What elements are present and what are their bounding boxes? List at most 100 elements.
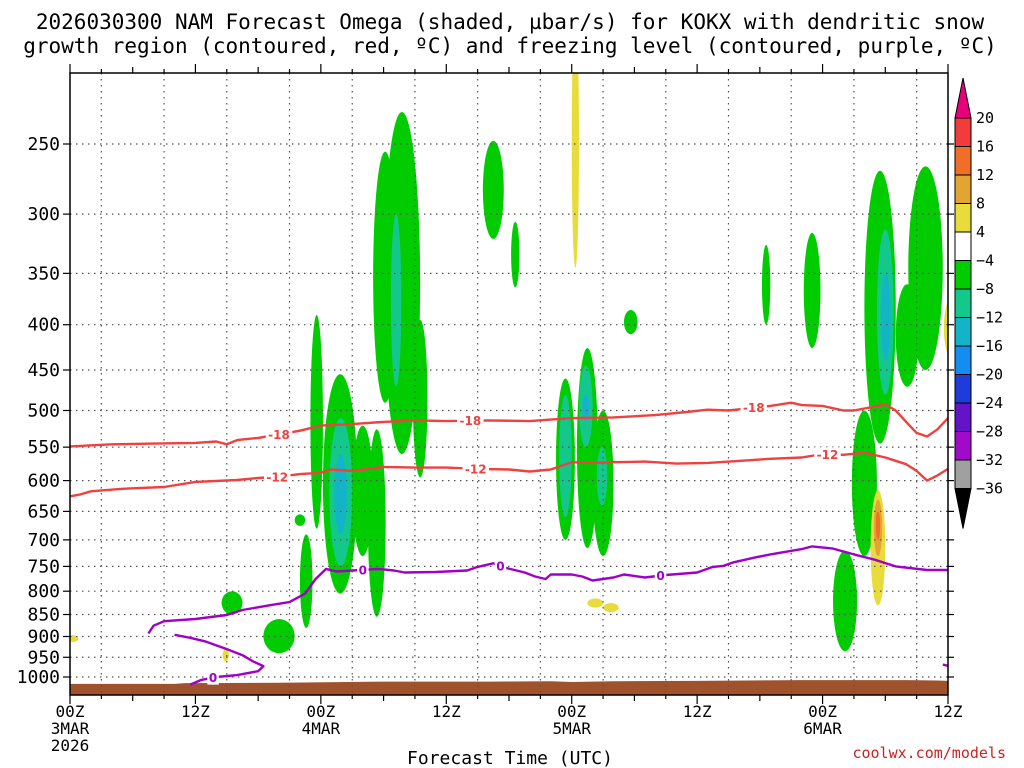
x-tick-label: 3MAR: [51, 719, 90, 738]
x-tick-label: 12Z: [181, 702, 210, 721]
x-tick-label: 12Z: [683, 702, 712, 721]
x-tick-label: 00Z: [56, 702, 85, 721]
omega-region: [263, 619, 295, 654]
contour-label-bg: [207, 670, 219, 685]
omega-region: [943, 300, 948, 356]
x-tick-label: 2026: [51, 736, 90, 755]
contour-label: 0: [209, 671, 217, 685]
omega-region: [310, 314, 323, 529]
x-tick-label: 6MAR: [803, 719, 842, 738]
omega-region: [367, 429, 386, 617]
colorbar-swatch: [954, 203, 972, 233]
contour-line: [70, 401, 948, 448]
contour-label-bg: [457, 413, 484, 428]
x-axis-title: Forecast Time (UTC): [407, 748, 613, 768]
y-tick-label: 400: [27, 315, 60, 336]
colorbar-swatch: [954, 231, 972, 261]
y-tick-label: 900: [27, 626, 60, 647]
y-tick-label: 700: [27, 530, 60, 551]
contour-label: 0: [496, 560, 504, 574]
contour-label-bg: [462, 461, 490, 476]
x-tick-label: 00Z: [808, 702, 837, 721]
y-tick-label: 450: [27, 360, 60, 381]
contour-label-bg: [264, 469, 291, 484]
colorbar-swatch: [954, 431, 972, 461]
omega-region: [352, 425, 374, 557]
colorbar-label: −16: [976, 337, 1003, 355]
colorbar-label: 16: [976, 138, 994, 156]
colorbar-swatch: [954, 402, 972, 432]
x-tick-label: 00Z: [557, 702, 586, 721]
omega-region: [761, 244, 771, 325]
omega-region: [803, 232, 821, 349]
contour-label-bg: [357, 562, 369, 577]
plot-frame: [69, 72, 949, 696]
colorbar-label: −32: [976, 451, 1003, 469]
contour-label: -18: [459, 414, 481, 428]
contour-label-bg: [814, 447, 841, 462]
omega-region: [908, 166, 943, 370]
colorbar-label: −28: [976, 423, 1003, 441]
colorbar-label: 20: [976, 109, 994, 127]
omega-region: [482, 140, 504, 239]
omega-region: [299, 534, 313, 628]
y-tick-label: 350: [27, 263, 60, 284]
colorbar-swatch: [954, 317, 972, 347]
y-tick-label: 550: [27, 437, 60, 458]
omega-region: [390, 214, 402, 387]
contour-line: [147, 545, 948, 635]
colorbar-label: 12: [976, 166, 994, 184]
x-tick-label: 12Z: [934, 702, 963, 721]
colorbar-swatch: [954, 117, 972, 147]
contour-label: 0: [656, 569, 664, 583]
x-tick-label: 4MAR: [302, 719, 341, 738]
omega-region: [294, 514, 306, 526]
colorbar-label: 4: [976, 223, 985, 241]
omega-region: [833, 550, 858, 652]
contour-line: [942, 663, 948, 668]
colorbar-label: −20: [976, 366, 1003, 384]
omega-region: [511, 221, 520, 288]
source-credit: coolwx.com/models: [852, 744, 1006, 762]
colorbar-cap-top: [954, 77, 972, 119]
omega-region: [571, 73, 580, 268]
y-tick-label: 1000: [17, 667, 60, 688]
colorbar-label: 8: [976, 195, 985, 213]
colorbar-swatch: [954, 459, 972, 489]
y-tick-label: 800: [27, 581, 60, 602]
contour-label: -12: [266, 470, 288, 484]
colorbar-swatch: [954, 345, 972, 375]
omega-region: [881, 273, 891, 362]
contour-label-bg: [740, 400, 767, 415]
omega-region: [222, 649, 229, 662]
omega-region: [587, 598, 604, 608]
omega-region: [221, 591, 243, 615]
colorbar-cap-bottom: [954, 488, 972, 529]
colorbar-swatch: [954, 288, 972, 318]
omega-region: [875, 511, 881, 540]
y-tick-label: 250: [27, 134, 60, 155]
omega-region: [383, 111, 421, 455]
omega-region: [334, 454, 347, 535]
x-tick-label: 12Z: [432, 702, 461, 721]
y-tick-label: 950: [27, 647, 60, 668]
contour-label-bg: [494, 559, 507, 574]
omega-region: [412, 319, 428, 478]
omega-region: [559, 394, 572, 518]
y-tick-label: 500: [27, 401, 60, 422]
omega-colorbar: 20 16 12 8 4 −4 −8 −12 −16 −20 −24 −28 −32 −36: [954, 77, 1003, 529]
colorbar-label: −36: [976, 480, 1003, 498]
contour-label-bg: [265, 427, 293, 442]
y-tick-label: 750: [27, 556, 60, 577]
y-tick-label: 650: [27, 501, 60, 522]
contour-label-bg: [654, 568, 667, 583]
y-tick-label: 850: [27, 605, 60, 626]
chart-title-line-2: growth region (contoured, red, ºC) and f…: [23, 34, 997, 58]
contour-line: [70, 451, 948, 498]
terrain-surface: [70, 680, 948, 695]
colorbar-label: −12: [976, 309, 1003, 327]
omega-region: [851, 410, 877, 557]
omega-region: [623, 310, 638, 335]
omega-region: [596, 447, 608, 506]
